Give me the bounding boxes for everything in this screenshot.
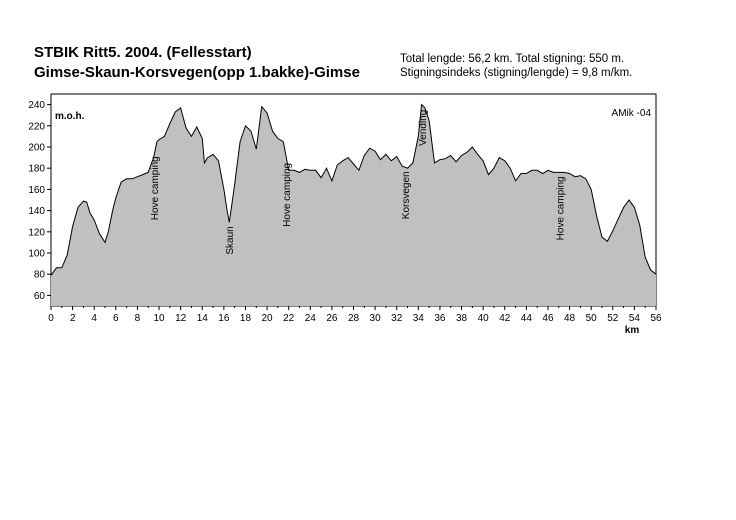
x-tick-label: 22 [283,313,295,324]
chart-subtitle: Gimse-Skaun-Korsvegen(opp 1.bakke)-Gimse [34,64,360,81]
stats-climb-index: Stigningsindeks (stigning/lengde) = 9,8 … [400,67,633,79]
x-tick-label: 42 [499,313,511,324]
y-tick-label: 140 [28,206,45,217]
x-tick-label: 20 [262,313,274,324]
chart-title: STBIK Ritt5. 2004. (Fellesstart) [34,44,252,61]
y-tick-label: 80 [34,270,46,281]
x-tick-label: 56 [650,313,662,324]
y-tick-label: 240 [28,100,45,111]
x-tick-label: 28 [348,313,360,324]
x-tick-label: 40 [478,313,490,324]
author-tag: AMik -04 [612,108,652,119]
axis-ticks: 0 2 4 6 8 10 12 14 16 18 20 22 24 26 28 30 32 34 36 38 40 42 4… [28,100,662,324]
y-axis-label: m.o.h. [55,111,85,122]
x-tick-label: 14 [197,313,209,324]
x-tick-label: 36 [434,313,446,324]
y-tick-label: 220 [28,121,45,132]
elevation-area [51,104,656,306]
x-tick-label: 50 [586,313,598,324]
x-tick-label: 30 [370,313,382,324]
x-tick-label: 16 [218,313,230,324]
y-tick-label: 120 [28,227,45,238]
x-tick-label: 26 [326,313,338,324]
x-tick-label: 8 [135,313,141,324]
x-tick-label: 6 [113,313,119,324]
x-tick-label: 10 [153,313,165,324]
x-tick-label: 32 [391,313,403,324]
x-tick-label: 52 [607,313,619,324]
x-tick-label: 12 [175,313,187,324]
annotations: Hove camping Skaun Hove camping Korsvegen Ve… [150,110,566,255]
y-tick-label: 60 [34,291,46,302]
x-tick-label: 44 [521,313,533,324]
y-tick-label: 200 [28,143,45,154]
x-tick-label: 54 [629,313,641,324]
annotation-label: Hove camping [282,163,293,227]
x-tick-label: 18 [240,313,252,324]
annotation-label: Skaun [225,226,236,254]
annotation-label: Hove camping [555,176,566,240]
y-tick-label: 160 [28,185,45,196]
x-tick-label: 38 [456,313,468,324]
x-tick-label: 46 [542,313,554,324]
y-tick-label: 100 [28,249,45,260]
x-axis-label: km [625,325,640,336]
x-tick-label: 48 [564,313,576,324]
x-tick-label: 2 [70,313,76,324]
annotation-label: Korsvegen [401,171,412,219]
x-tick-label: 34 [413,313,425,324]
elevation-line [50,103,657,276]
y-tick-label: 180 [28,164,45,175]
annotation-label: Hove camping [150,156,161,220]
stats-total-length: Total lengde: 56,2 km. Total stigning: 5… [400,53,625,65]
annotation-label: Vending [418,110,429,146]
x-tick-label: 24 [305,313,317,324]
x-tick-label: 4 [91,313,97,324]
x-tick-label: 0 [48,313,54,324]
